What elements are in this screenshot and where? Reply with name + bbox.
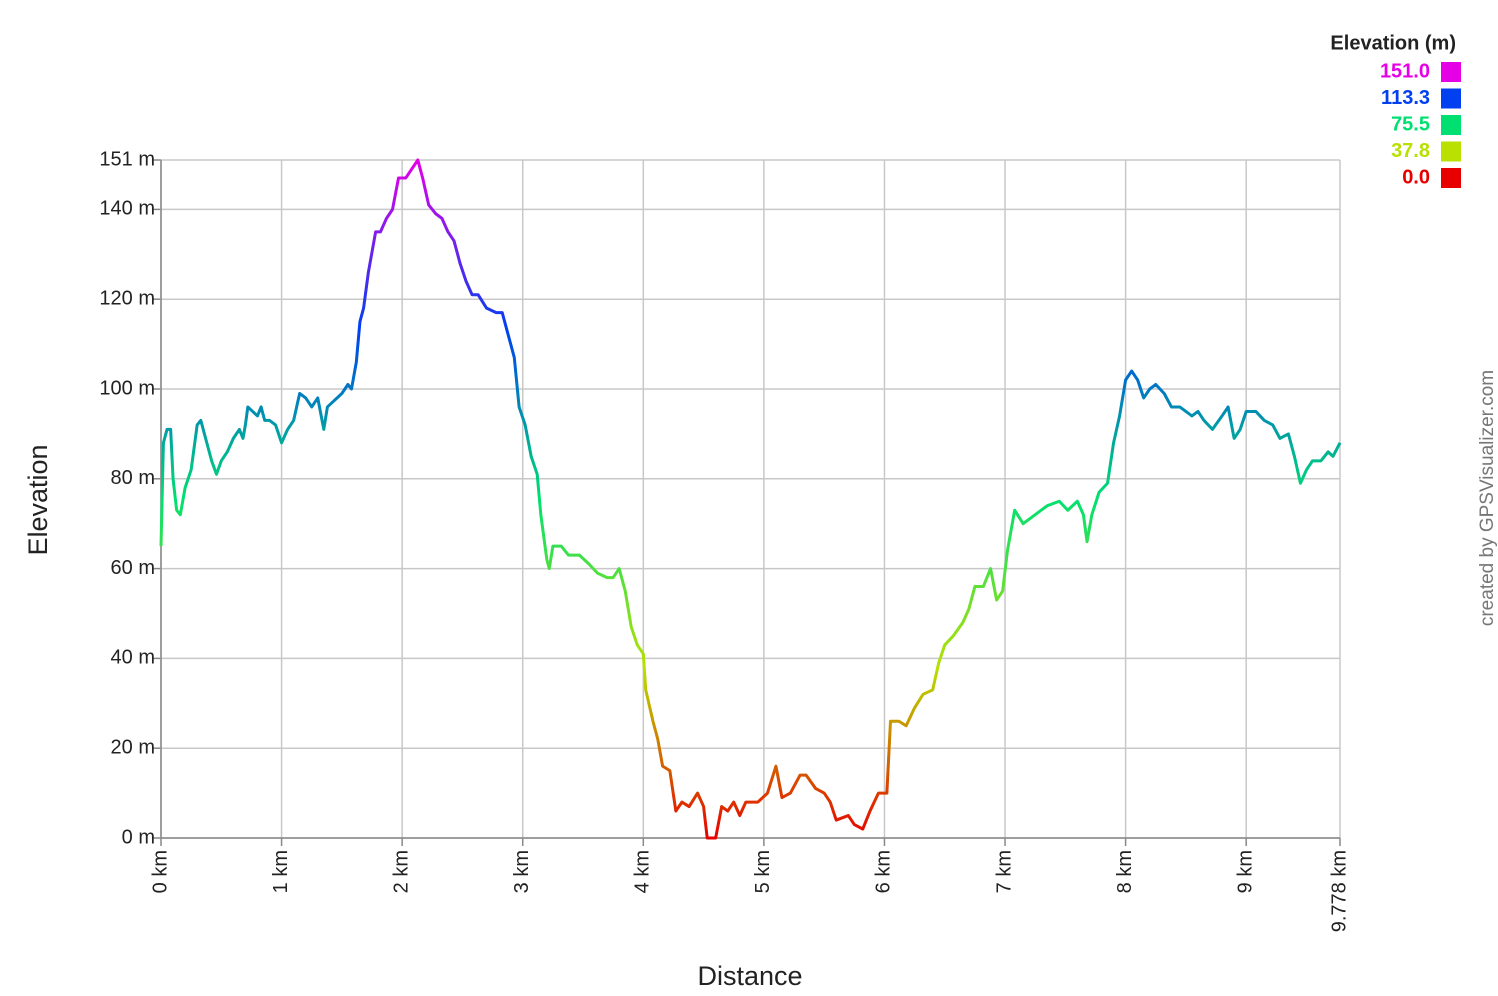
y-tick-label: 60 m bbox=[111, 557, 155, 579]
legend-swatch bbox=[1441, 62, 1461, 82]
x-tick-label: 6 km bbox=[873, 850, 895, 893]
y-tick-label: 20 m bbox=[111, 736, 155, 758]
legend-label: 75.5 bbox=[1391, 113, 1430, 135]
x-axis-title: Distance bbox=[697, 961, 802, 991]
y-tick-label: 80 m bbox=[111, 467, 155, 489]
x-tick-label: 4 km bbox=[632, 850, 654, 893]
y-tick-label: 100 m bbox=[99, 377, 155, 399]
y-tick-label: 120 m bbox=[99, 287, 155, 309]
legend-swatch bbox=[1441, 168, 1461, 188]
credit: created by GPSVisualizer.com bbox=[1477, 370, 1498, 626]
y-axis-title: Elevation bbox=[23, 444, 53, 555]
legend-label: 113.3 bbox=[1381, 87, 1430, 109]
legend-title: Elevation (m) bbox=[1330, 32, 1456, 54]
x-tick-label: 5 km bbox=[752, 850, 774, 893]
x-tick-label: 9 km bbox=[1234, 850, 1256, 893]
legend-swatch bbox=[1441, 115, 1461, 135]
legend-label: 37.8 bbox=[1391, 140, 1430, 162]
x-tick-label: 3 km bbox=[511, 850, 533, 893]
y-tick-label: 151 m bbox=[99, 148, 155, 170]
elevation-line bbox=[159, 158, 1342, 840]
legend-swatch bbox=[1441, 88, 1461, 109]
x-tick-label: 8 km bbox=[1114, 850, 1136, 893]
x-tick-label: 0 km bbox=[149, 850, 171, 893]
x-tick-label: 1 km bbox=[270, 850, 292, 893]
y-tick-label: 40 m bbox=[111, 647, 155, 669]
legend-swatch bbox=[1441, 141, 1461, 162]
legend-label: 0.0 bbox=[1402, 166, 1430, 188]
legend-label: 151.0 bbox=[1380, 60, 1430, 82]
x-tick-label: 9.778 km bbox=[1328, 850, 1350, 932]
y-tick-label: 0 m bbox=[122, 826, 155, 848]
y-tick-label: 140 m bbox=[99, 198, 155, 220]
x-tick-label: 7 km bbox=[993, 850, 1015, 893]
x-tick-label: 2 km bbox=[390, 850, 412, 893]
